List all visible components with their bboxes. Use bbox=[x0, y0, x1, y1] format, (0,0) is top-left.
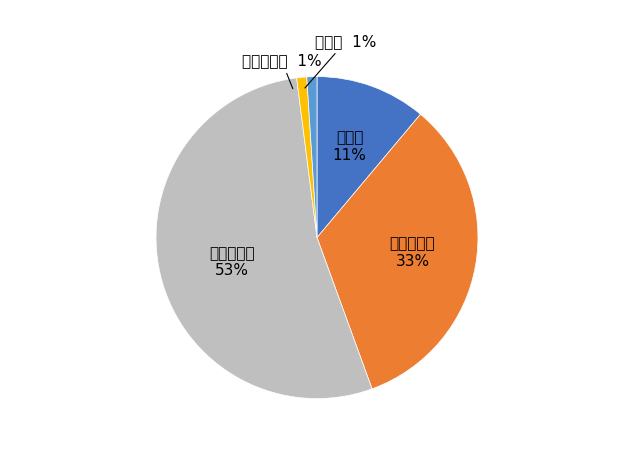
Wedge shape bbox=[307, 77, 317, 238]
Text: やや増えた
33%: やや増えた 33% bbox=[389, 236, 435, 269]
Wedge shape bbox=[317, 114, 478, 389]
Text: 変わらない
53%: 変わらない 53% bbox=[209, 246, 255, 278]
Text: 増えた
11%: 増えた 11% bbox=[333, 130, 366, 163]
Text: 減った  1%: 減った 1% bbox=[305, 34, 377, 88]
Wedge shape bbox=[156, 78, 372, 399]
Text: やや減った  1%: やや減った 1% bbox=[242, 53, 321, 89]
Wedge shape bbox=[317, 77, 420, 238]
Wedge shape bbox=[297, 77, 317, 238]
